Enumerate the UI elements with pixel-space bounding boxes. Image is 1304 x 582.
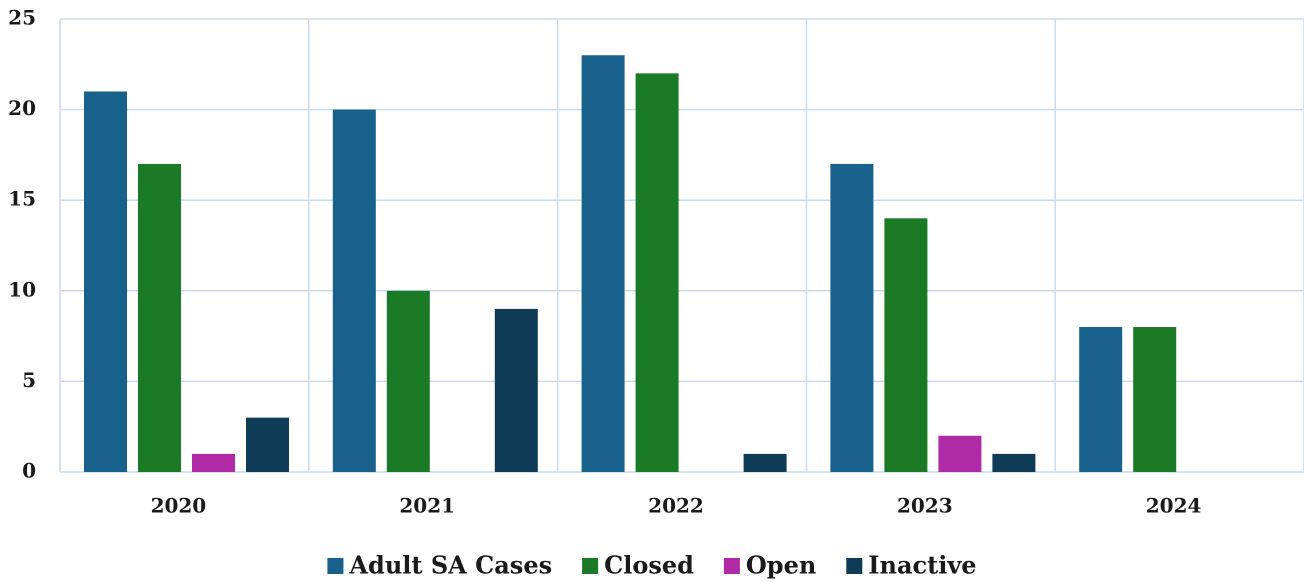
- bar: [1079, 327, 1123, 472]
- bar: [581, 55, 625, 473]
- bar: [938, 435, 982, 472]
- bar: [84, 91, 127, 472]
- y-tick-label: 10: [8, 277, 36, 301]
- x-tick-label: 2020: [151, 494, 207, 518]
- y-tick-label: 25: [8, 6, 36, 30]
- bar: [830, 163, 874, 472]
- legend-swatch: [327, 558, 344, 574]
- y-tick-label: 0: [22, 459, 36, 483]
- bar: [884, 218, 928, 472]
- bar: [246, 417, 289, 472]
- bar: [494, 308, 538, 472]
- legend-label: Adult SA Cases: [348, 551, 552, 580]
- y-tick-label: 15: [8, 187, 36, 211]
- x-tick-label: 2022: [648, 494, 704, 518]
- bar: [386, 290, 430, 472]
- bar: [635, 73, 679, 473]
- bar: [138, 163, 181, 472]
- y-tick-label: 20: [8, 96, 36, 120]
- bar: [1133, 327, 1177, 472]
- legend-label: Closed: [604, 551, 694, 580]
- legend-swatch: [723, 558, 740, 574]
- legend-label: Open: [746, 551, 816, 580]
- legend-swatch: [582, 558, 599, 574]
- legend-label: Inactive: [868, 551, 976, 580]
- bar: [192, 453, 235, 472]
- bar: [992, 453, 1036, 472]
- legend-swatch: [846, 558, 863, 574]
- legend: Adult SA Cases Closed Open Inactive: [327, 551, 977, 580]
- bar: [332, 109, 376, 472]
- y-tick-label: 5: [22, 368, 36, 392]
- bar: [743, 453, 787, 472]
- x-tick-label: 2021: [399, 494, 455, 518]
- x-tick-label: 2024: [1146, 494, 1202, 518]
- x-tick-label: 2023: [897, 494, 953, 518]
